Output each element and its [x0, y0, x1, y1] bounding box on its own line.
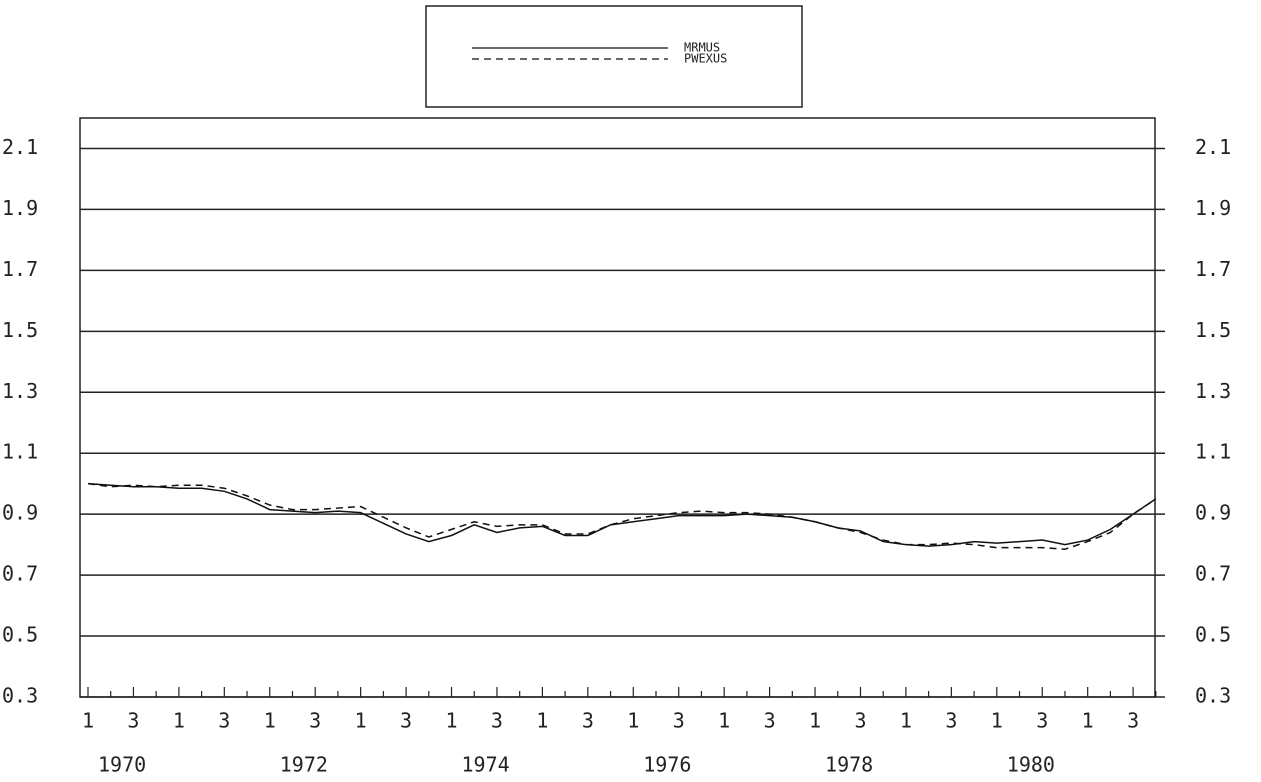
legend-box: [425, 5, 803, 108]
y2-tick-label: 0.9: [1195, 501, 1231, 525]
x-tick-label: 1: [355, 709, 367, 733]
x-tick-label: 1: [445, 709, 457, 733]
x-group-label: 1974: [462, 753, 510, 777]
y2-tick-label: 0.3: [1195, 684, 1231, 708]
x-group-label: 1980: [1007, 753, 1055, 777]
x-tick-label: 3: [1036, 709, 1048, 733]
x-tick-label: 3: [673, 709, 685, 733]
y-tick-label: 1.1: [2, 440, 38, 464]
x-tick-label: 1: [900, 709, 912, 733]
line-series: [87, 482, 1157, 550]
y-tick-label: 0.9: [2, 501, 38, 525]
x-tick-label: 1: [82, 709, 94, 733]
y-tick-label: 1.7: [2, 257, 38, 281]
x-group-label: 1970: [98, 753, 146, 777]
legend-label: MRMUS: [684, 41, 720, 55]
y2-tick-label: 1.3: [1195, 379, 1231, 403]
x-tick-label: 3: [309, 709, 321, 733]
line-series: [87, 482, 1157, 547]
y2-tick-label: 1.5: [1195, 318, 1231, 342]
x-tick-label: 3: [127, 709, 139, 733]
x-group-label: 1978: [825, 753, 873, 777]
x-tick-label: 3: [854, 709, 866, 733]
legend-label: PWEXUS: [684, 52, 727, 66]
x-tick-label: 1: [809, 709, 821, 733]
x-tick-label: 3: [945, 709, 957, 733]
y2-tick-label: 1.9: [1195, 196, 1231, 220]
y2-tick-label: 1.1: [1195, 440, 1231, 464]
y-tick-label: 2.1: [2, 135, 38, 159]
y2-tick-label: 2.1: [1195, 135, 1231, 159]
y-tick-label: 1.9: [2, 196, 38, 220]
x-tick-label: 3: [218, 709, 230, 733]
x-group-label: 1976: [643, 753, 691, 777]
y-tick-label: 1.3: [2, 379, 38, 403]
plot-frame: [79, 117, 1156, 698]
y-tick-label: 1.5: [2, 318, 38, 342]
y2-tick-label: 0.7: [1195, 562, 1231, 586]
x-tick-label: 3: [582, 709, 594, 733]
x-tick-label: 1: [627, 709, 639, 733]
x-tick-label: 1: [1082, 709, 1094, 733]
x-tick-label: 3: [491, 709, 503, 733]
y2-tick-label: 1.7: [1195, 257, 1231, 281]
x-tick-label: 1: [991, 709, 1003, 733]
x-tick-label: 3: [764, 709, 776, 733]
x-tick-label: 3: [1127, 709, 1139, 733]
x-group-label: 1972: [280, 753, 328, 777]
x-tick-label: 3: [400, 709, 412, 733]
y-tick-label: 0.7: [2, 562, 38, 586]
y-tick-label: 0.3: [2, 684, 38, 708]
y2-tick-label: 0.5: [1195, 623, 1231, 647]
x-tick-label: 1: [536, 709, 548, 733]
x-tick-label: 1: [173, 709, 185, 733]
y-tick-label: 0.5: [2, 623, 38, 647]
x-tick-label: 1: [264, 709, 276, 733]
x-tick-label: 1: [718, 709, 730, 733]
